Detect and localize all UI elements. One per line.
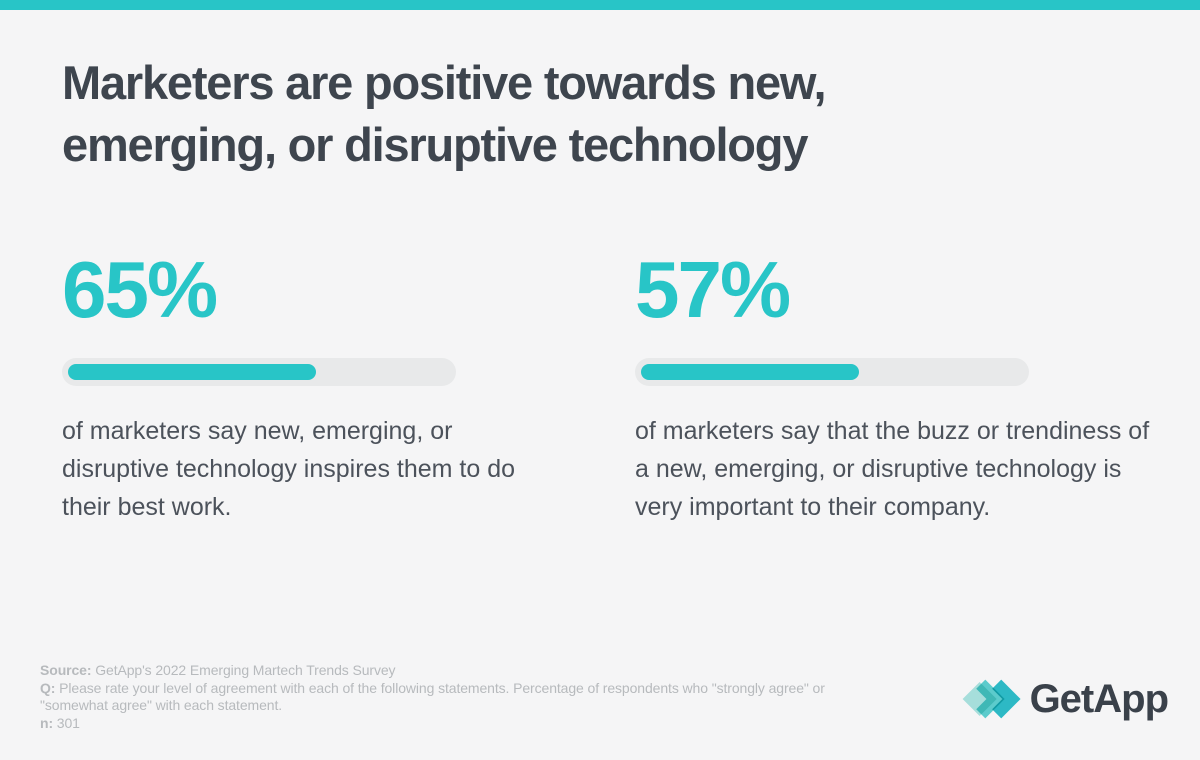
- stat-block-trendiness: 57% of marketers say that the buzz or tr…: [635, 245, 1150, 526]
- question-text: Please rate your level of agreement with…: [40, 679, 825, 714]
- top-accent-bar: [0, 0, 1200, 10]
- getapp-wordmark: GetApp: [1029, 676, 1169, 721]
- stat-block-inspiration: 65% of marketers say new, emerging, or d…: [62, 245, 542, 526]
- getapp-logo: GetApp: [958, 674, 1169, 724]
- n-text: 301: [53, 714, 80, 731]
- n-label: n:: [40, 714, 54, 731]
- progress-bar-fill: [68, 364, 317, 380]
- question-line: Q: Please rate your level of agreement w…: [40, 680, 860, 715]
- stat-value: 65%: [62, 245, 218, 334]
- sample-size-line: n: 301: [40, 715, 860, 733]
- getapp-arrows-icon: [962, 679, 1021, 719]
- page-title-line-2: emerging, or disruptive technology: [62, 118, 808, 171]
- stat-value: 57%: [635, 245, 791, 334]
- progress-bar-track: [635, 358, 1029, 386]
- progress-bar-track: [62, 358, 456, 386]
- stat-description: of marketers say that the buzz or trendi…: [635, 417, 1150, 521]
- source-label: Source:: [40, 662, 92, 678]
- source-text: GetApp's 2022 Emerging Martech Trends Su…: [91, 662, 396, 678]
- progress-bar-fill: [641, 364, 859, 380]
- page-title: Marketers are positive towards new, emer…: [62, 52, 827, 176]
- question-label: Q:: [40, 679, 56, 696]
- page-title-line-1: Marketers are positive towards new,: [62, 56, 827, 109]
- footer-notes: Source: GetApp's 2022 Emerging Martech T…: [40, 662, 860, 732]
- source-line: Source: GetApp's 2022 Emerging Martech T…: [40, 662, 860, 680]
- stat-description: of marketers say new, emerging, or disru…: [62, 417, 516, 521]
